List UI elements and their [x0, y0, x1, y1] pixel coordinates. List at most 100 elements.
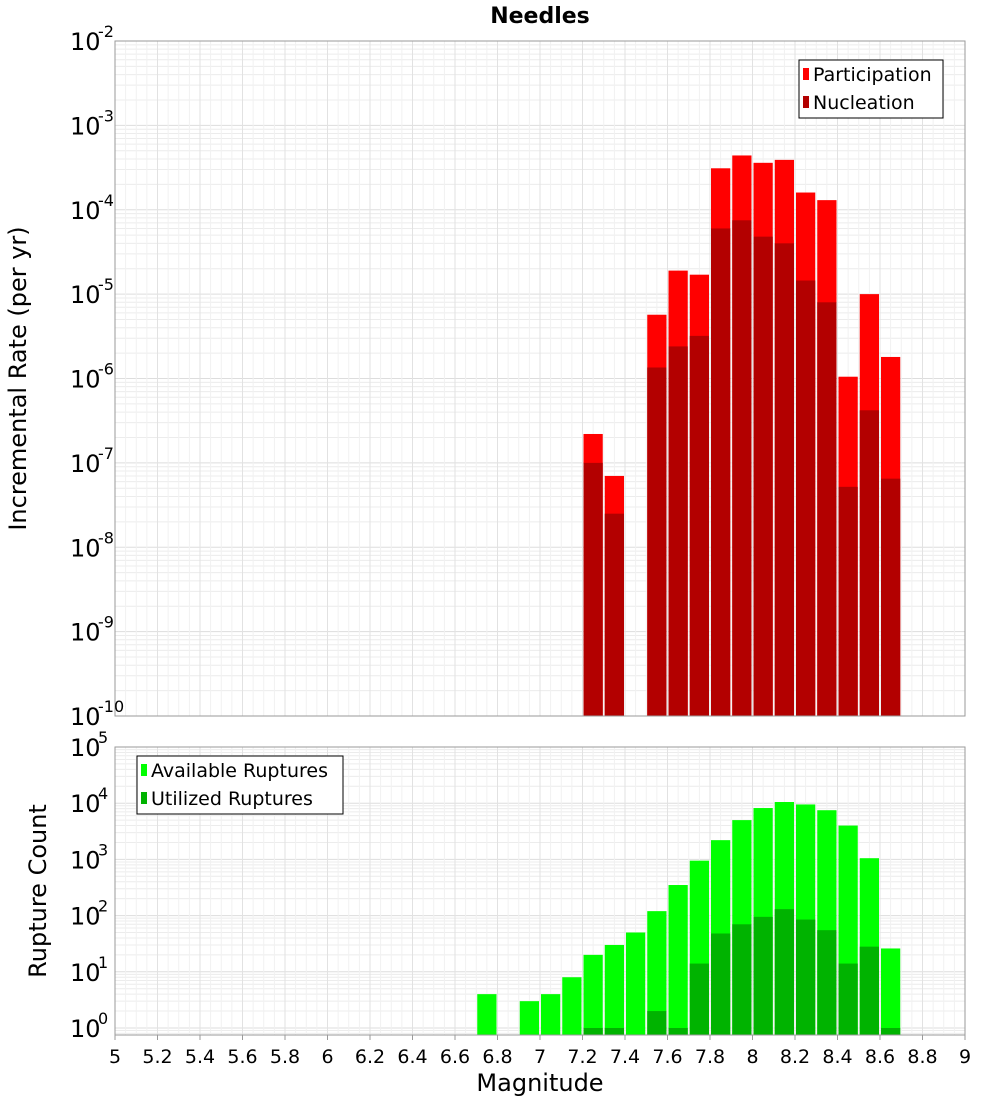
bar-nucleation: [817, 302, 837, 716]
y-tick-exponent: 2: [98, 897, 108, 916]
y-tick-exponent: 1: [98, 953, 108, 972]
x-tick-labels: 5 5.2 5.4 5.6 5.8 6 6.2 6.4 6.6 6.8 7 7.2 7.4 7.6 7.8 8…: [109, 1035, 971, 1068]
x-tick-label: 5.4: [185, 1046, 215, 1068]
bar-utilized-ruptures: [604, 1027, 624, 1035]
y-tick-label: 10: [70, 846, 101, 874]
bar-utilized-ruptures: [817, 930, 837, 1035]
y-axis-label: Incremental Rate (per yr): [4, 226, 32, 530]
y-tick-label: 10: [70, 281, 101, 309]
y-axis-label: Rupture Count: [24, 804, 52, 978]
y-tick-exponent: -6: [98, 360, 114, 379]
legend-swatch: [141, 764, 147, 776]
bar-nucleation: [796, 280, 816, 716]
y-tick-label: 10: [70, 790, 101, 818]
legend-entry: Participation: [813, 64, 932, 86]
bar-nucleation: [881, 478, 901, 716]
x-tick-label: 8.2: [780, 1046, 810, 1068]
plot-frame: [114, 40, 966, 717]
bar-nucleation: [711, 228, 731, 716]
bar-utilized-ruptures: [583, 1027, 603, 1035]
y-tick-label: 10: [70, 903, 101, 931]
bar-available-ruptures: [583, 954, 603, 1035]
legend-swatch: [803, 68, 809, 80]
y-tick-exponent: 5: [98, 728, 108, 747]
x-tick-label: 5.8: [270, 1046, 300, 1068]
bar-available-ruptures: [541, 994, 561, 1035]
bar-available-ruptures: [477, 994, 497, 1035]
y-tick-exponent: -5: [98, 275, 114, 294]
bar-utilized-ruptures: [838, 963, 858, 1035]
x-axis-label: Magnitude: [476, 1069, 603, 1097]
y-tick-exponent: 4: [98, 784, 108, 803]
bar-utilized-ruptures: [881, 1027, 901, 1035]
bar-nucleation: [774, 243, 794, 717]
bar-utilized-ruptures: [774, 909, 794, 1035]
bar-utilized-ruptures: [796, 919, 816, 1035]
x-tick-label: 5.2: [142, 1046, 172, 1068]
legend-swatch: [141, 792, 147, 804]
legend-swatch: [803, 96, 809, 108]
legend-entry: Utilized Ruptures: [151, 788, 313, 810]
chart-title: Needles: [490, 4, 590, 29]
x-tick-label: 8.8: [907, 1046, 937, 1068]
x-tick-label: 5: [109, 1046, 121, 1068]
x-tick-label: 8.6: [865, 1046, 895, 1068]
y-tick-label: 10: [70, 366, 101, 394]
bar-nucleation: [583, 462, 603, 716]
bar-utilized-ruptures: [711, 933, 731, 1035]
y-tick-exponent: 3: [98, 840, 108, 859]
bar-utilized-ruptures: [668, 1027, 688, 1035]
bar-available-ruptures: [668, 885, 688, 1035]
bars: [583, 155, 901, 717]
x-tick-label: 8: [746, 1046, 758, 1068]
x-tick-label: 6.4: [397, 1046, 427, 1068]
gridlines: [114, 40, 966, 717]
y-tick-exponent: -8: [98, 528, 114, 547]
legend-entry: Nucleation: [813, 92, 915, 114]
x-tick-label: 7.4: [610, 1046, 640, 1068]
bar-utilized-ruptures: [689, 963, 709, 1035]
y-tick-label: 10: [70, 1015, 101, 1043]
bar-utilized-ruptures: [859, 946, 879, 1035]
y-tick-label: 10: [70, 534, 101, 562]
y-tick-exponent: 0: [98, 1009, 108, 1028]
x-tick-label: 5.6: [227, 1046, 257, 1068]
x-tick-label: 7: [534, 1046, 546, 1068]
y-tick-label: 10: [70, 703, 101, 731]
y-tick-exponent: -4: [98, 191, 114, 210]
y-tick-exponent: -3: [98, 106, 114, 125]
x-tick-label: 6.8: [482, 1046, 512, 1068]
y-tick-exponent: -9: [98, 613, 114, 632]
top-panel: 10-1010-910-810-710-610-510-410-310-2Inc…: [4, 4, 966, 731]
x-tick-label: 9: [959, 1046, 971, 1068]
bar-utilized-ruptures: [647, 1011, 667, 1035]
x-tick-label: 6: [321, 1046, 333, 1068]
legend-box: [136, 755, 344, 815]
y-tick-label: 10: [70, 112, 101, 140]
bar-nucleation: [668, 346, 688, 716]
legend: Participation Nucleation: [798, 59, 944, 119]
bar-available-ruptures: [647, 911, 667, 1035]
bar-available-ruptures: [604, 944, 624, 1035]
bar-nucleation: [859, 410, 879, 716]
bar-utilized-ruptures: [753, 916, 773, 1035]
bar-nucleation: [647, 367, 667, 716]
bar-available-ruptures: [626, 932, 646, 1035]
bar-utilized-ruptures: [732, 924, 752, 1035]
x-tick-label: 8.4: [822, 1046, 852, 1068]
bars: [477, 802, 901, 1035]
bar-nucleation: [753, 236, 773, 716]
y-tick-exponent: -10: [98, 697, 124, 716]
y-tick-exponent: -2: [98, 22, 114, 41]
bar-nucleation: [838, 486, 858, 716]
y-tick-label: 10: [70, 734, 101, 762]
x-tick-label: 6.2: [355, 1046, 385, 1068]
x-tick-label: 7.2: [567, 1046, 597, 1068]
y-tick-label: 10: [70, 28, 101, 56]
bar-nucleation: [604, 513, 624, 716]
legend-box: [798, 59, 944, 119]
x-tick-label: 6.6: [440, 1046, 470, 1068]
bar-nucleation: [689, 335, 709, 716]
